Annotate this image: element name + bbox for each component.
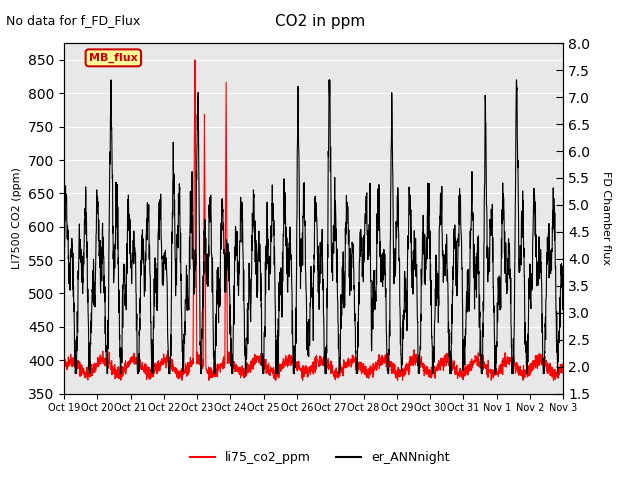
Y-axis label: FD Chamber flux: FD Chamber flux: [601, 171, 611, 265]
Text: MB_flux: MB_flux: [89, 53, 138, 63]
Text: No data for f_FD_Flux: No data for f_FD_Flux: [6, 14, 141, 27]
Y-axis label: LI7500 CO2 (ppm): LI7500 CO2 (ppm): [12, 168, 22, 269]
Legend: li75_co2_ppm, er_ANNnight: li75_co2_ppm, er_ANNnight: [186, 446, 454, 469]
Text: CO2 in ppm: CO2 in ppm: [275, 14, 365, 29]
